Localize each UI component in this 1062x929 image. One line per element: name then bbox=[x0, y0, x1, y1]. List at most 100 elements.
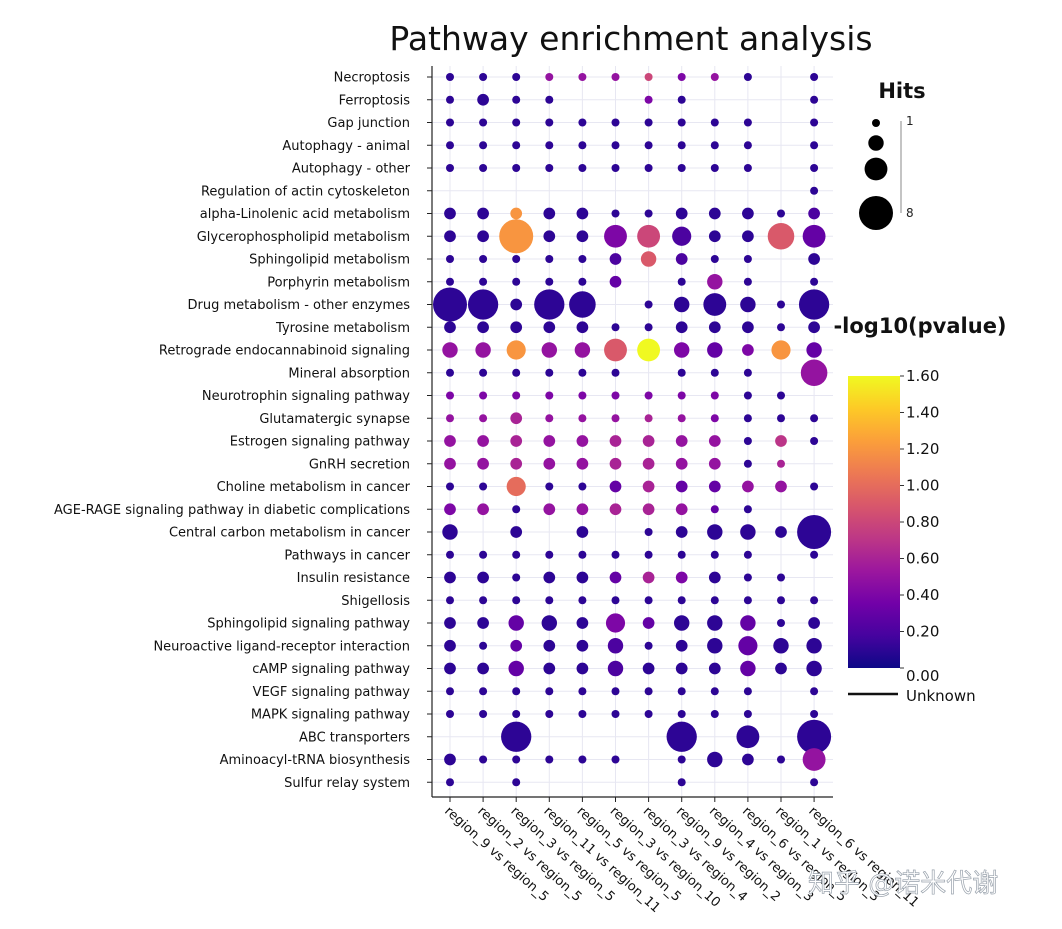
data-point bbox=[742, 207, 754, 220]
pathway-label: Pathways in cancer bbox=[284, 548, 410, 563]
data-point bbox=[707, 638, 723, 654]
data-point bbox=[710, 255, 719, 263]
data-point bbox=[576, 503, 589, 516]
data-point bbox=[710, 505, 719, 514]
data-point bbox=[677, 277, 686, 286]
pathway-label: VEGF signaling pathway bbox=[253, 685, 411, 700]
data-point bbox=[677, 73, 686, 81]
data-point bbox=[743, 391, 752, 400]
data-point bbox=[644, 164, 653, 172]
data-point bbox=[578, 277, 587, 286]
data-point bbox=[578, 73, 587, 81]
colorbar-ticks: 1.60 1.40 1.20 1.00 0.80 0.60 0.40 0.20 0.00 bbox=[900, 367, 939, 685]
data-point bbox=[576, 321, 589, 334]
data-point bbox=[479, 755, 488, 764]
data-point bbox=[545, 550, 554, 559]
data-point bbox=[444, 639, 456, 652]
data-point bbox=[644, 95, 653, 104]
data-point bbox=[743, 277, 752, 286]
color-legend: -log10(pvalue) 1.60 1.40 1.20 1.00 0.80 0.60 0… bbox=[833, 314, 1006, 705]
data-point bbox=[446, 277, 454, 286]
data-point bbox=[644, 391, 653, 400]
data-point bbox=[710, 687, 719, 696]
data-point bbox=[479, 164, 488, 172]
data-point bbox=[675, 457, 688, 470]
data-point bbox=[479, 368, 488, 377]
colorbar-tick-label: 1.60 bbox=[906, 367, 939, 385]
data-point bbox=[442, 342, 458, 358]
data-point bbox=[576, 230, 589, 243]
data-point bbox=[446, 778, 454, 787]
data-point bbox=[810, 414, 819, 423]
pathway-label: Sphingolipid signaling pathway bbox=[207, 617, 410, 632]
data-point bbox=[576, 617, 589, 629]
data-point bbox=[708, 480, 721, 493]
data-point bbox=[545, 73, 554, 81]
data-point bbox=[545, 687, 554, 696]
data-point bbox=[810, 710, 819, 718]
data-point bbox=[512, 687, 521, 696]
data-point bbox=[743, 255, 752, 263]
data-point bbox=[446, 255, 454, 263]
data-point bbox=[444, 321, 456, 334]
data-point bbox=[578, 118, 587, 127]
data-point bbox=[810, 73, 819, 81]
colorbar-tick-label: 1.00 bbox=[906, 477, 939, 495]
data-point bbox=[644, 209, 653, 218]
data-point bbox=[446, 141, 454, 150]
pathway-label: Neurotrophin signaling pathway bbox=[202, 389, 410, 404]
data-point bbox=[810, 437, 819, 445]
data-point bbox=[510, 457, 523, 470]
data-point bbox=[710, 368, 719, 377]
data-point bbox=[510, 298, 523, 311]
data-point bbox=[707, 751, 723, 768]
data-point bbox=[444, 435, 456, 447]
data-point bbox=[675, 571, 688, 584]
data-point bbox=[607, 660, 624, 677]
data-point bbox=[810, 164, 819, 172]
size-legend-max: 8 bbox=[906, 206, 914, 220]
data-point bbox=[609, 253, 622, 265]
data-point bbox=[611, 118, 620, 127]
data-point bbox=[543, 571, 556, 584]
data-point bbox=[710, 550, 719, 559]
data-point bbox=[444, 753, 456, 766]
pathway-label: alpha-Linolenic acid metabolism bbox=[200, 207, 410, 222]
data-point bbox=[611, 73, 620, 81]
data-point bbox=[644, 300, 653, 309]
data-point bbox=[510, 639, 523, 652]
data-point bbox=[545, 164, 554, 172]
data-point bbox=[512, 368, 521, 377]
colorbar bbox=[848, 376, 900, 668]
data-point bbox=[576, 207, 589, 220]
data-point bbox=[444, 503, 456, 516]
data-point bbox=[611, 368, 620, 377]
data-point bbox=[644, 141, 653, 150]
data-point bbox=[609, 480, 622, 493]
data-point bbox=[743, 118, 752, 127]
data-point bbox=[802, 224, 826, 248]
data-point bbox=[644, 710, 653, 718]
pathway-label: Tyrosine metabolism bbox=[275, 321, 410, 336]
pathway-label: AGE-RAGE signaling pathway in diabetic c… bbox=[54, 503, 410, 518]
data-point bbox=[708, 662, 721, 675]
data-point bbox=[708, 321, 721, 334]
data-point bbox=[569, 291, 596, 318]
data-point bbox=[442, 524, 458, 540]
data-point bbox=[707, 342, 723, 358]
data-point bbox=[810, 118, 819, 127]
data-point bbox=[611, 414, 620, 423]
data-point bbox=[637, 224, 661, 248]
data-point bbox=[810, 186, 819, 195]
pathway-labels: Necroptosis Ferroptosis Gap junction Autoph… bbox=[54, 71, 411, 791]
data-point bbox=[512, 550, 521, 559]
data-point bbox=[675, 662, 688, 675]
data-point bbox=[743, 505, 752, 514]
data-point bbox=[467, 289, 499, 320]
data-point bbox=[479, 414, 488, 423]
data-point bbox=[673, 296, 690, 313]
pathway-label: ABC transporters bbox=[299, 730, 410, 745]
data-point bbox=[545, 482, 554, 491]
data-point bbox=[810, 687, 819, 696]
data-point bbox=[578, 391, 587, 400]
